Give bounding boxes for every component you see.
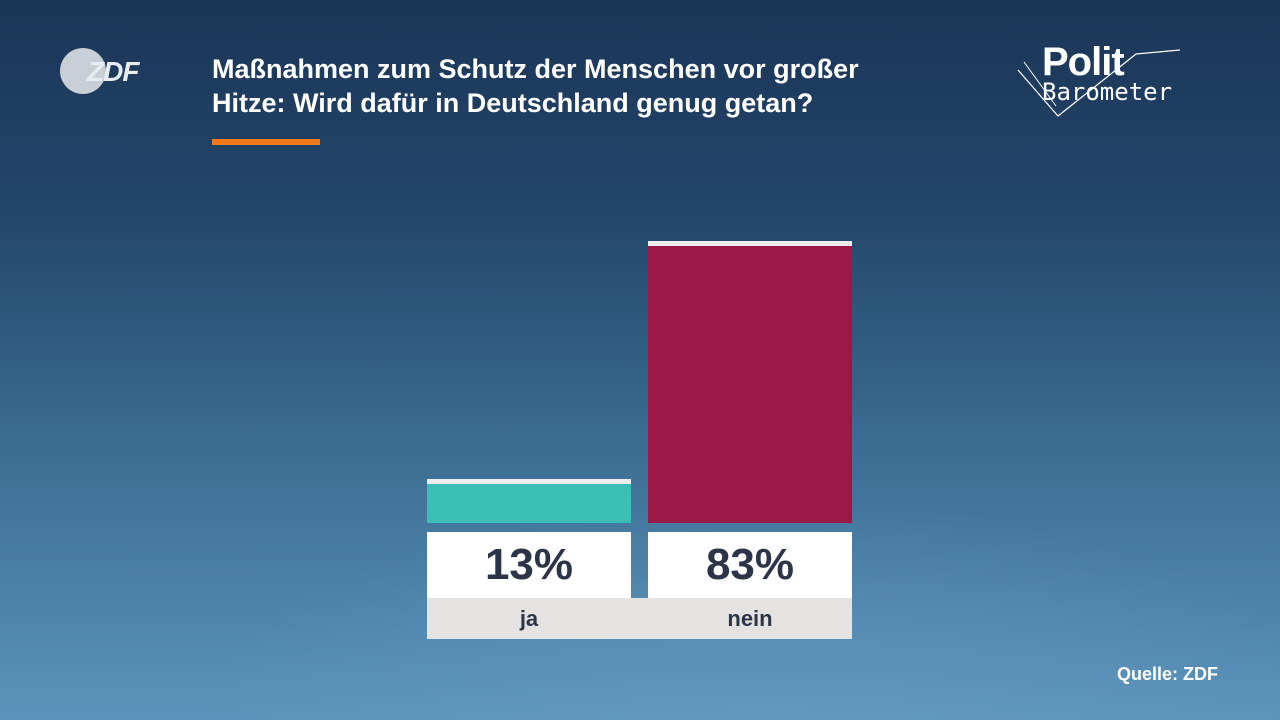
brand-polit: Polit xyxy=(1042,40,1125,84)
bar-fill-nein xyxy=(648,245,852,523)
zdf-logo-disc xyxy=(60,48,106,94)
title-accent-line xyxy=(212,139,320,145)
politbarometer-logo: Polit Barometer xyxy=(1016,40,1196,120)
category-label-row xyxy=(427,598,852,639)
bar-fill-ja xyxy=(427,483,631,523)
chart-title-line2: Hitze: Wird dafür in Deutschland genug g… xyxy=(212,88,814,118)
chart-title: Maßnahmen zum Schutz der Menschen vor gr… xyxy=(212,52,972,120)
category-label-ja: ja xyxy=(519,606,539,631)
zdf-logo: ZDF xyxy=(60,48,150,96)
bar-nein xyxy=(648,240,852,523)
source-label: Quelle: ZDF xyxy=(1116,664,1218,684)
value-label-ja: 13% xyxy=(427,532,631,598)
zdf-logo-text: ZDF xyxy=(87,56,139,87)
checkmark-icon xyxy=(1017,49,1181,117)
value-label-nein: 83% xyxy=(648,532,852,598)
category-label-nein: nein xyxy=(727,606,773,631)
bar-ja xyxy=(427,478,631,523)
bar-cap xyxy=(648,240,852,246)
chart-title-line1: Maßnahmen zum Schutz der Menschen vor gr… xyxy=(212,54,859,84)
brand-barometer: Barometer xyxy=(1042,78,1173,106)
bar-cap xyxy=(427,478,631,484)
